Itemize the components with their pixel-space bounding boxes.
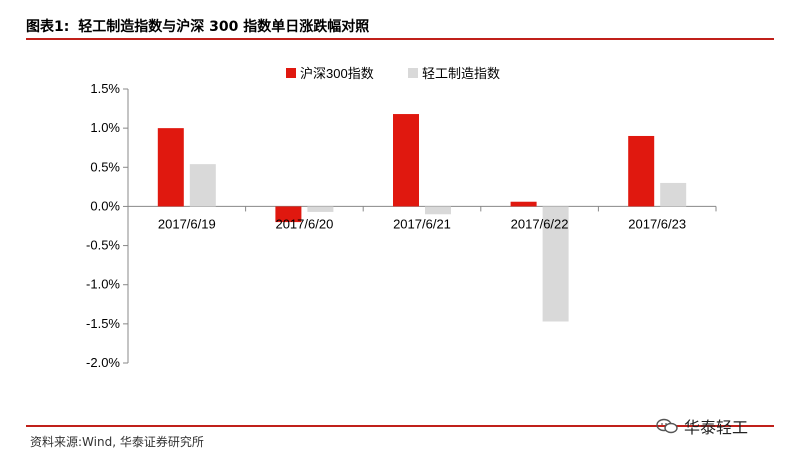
source-note: 资料来源:Wind, 华泰证券研究所 <box>30 435 204 449</box>
figure-title: 图表1: 轻工制造指数与沪深 300 指数单日涨跌幅对照 <box>26 16 369 36</box>
legend-label: 轻工制造指数 <box>422 66 500 81</box>
bar-hs300 <box>628 135 655 207</box>
bar-hs300 <box>510 201 537 207</box>
figure-label: 图表1: <box>26 19 70 35</box>
bar-light-industry <box>542 206 569 322</box>
y-tick-label: -1.5% <box>86 316 120 331</box>
x-category-label: 2017/6/22 <box>511 216 569 231</box>
bar-light-industry <box>307 206 334 212</box>
y-tick-label: 1.5% <box>90 81 120 96</box>
legend-swatch <box>286 68 296 78</box>
bottom-rule <box>26 425 774 427</box>
legend-label: 沪深300指数 <box>300 66 374 81</box>
y-tick-label: -2.0% <box>86 355 120 370</box>
bar-light-industry <box>660 182 687 207</box>
bar-hs300 <box>393 114 419 207</box>
x-category-label: 2017/6/23 <box>628 216 686 231</box>
figure-title-text: 轻工制造指数与沪深 300 指数单日涨跌幅对照 <box>78 19 370 35</box>
legend-swatch <box>408 68 418 78</box>
y-tick-label: 0.5% <box>90 159 120 174</box>
x-category-label: 2017/6/21 <box>393 216 451 231</box>
wechat-icon <box>656 418 678 434</box>
bar-light-industry <box>425 206 451 215</box>
bar-light-industry <box>189 164 216 207</box>
y-tick-label: -0.5% <box>86 238 120 253</box>
x-category-label: 2017/6/19 <box>158 216 216 231</box>
bar-hs300 <box>275 206 302 223</box>
y-tick-label: 0.0% <box>90 198 120 213</box>
top-rule <box>26 38 774 40</box>
y-tick-label: -1.0% <box>86 277 120 292</box>
brand-mark: 华泰轻工 <box>656 414 748 438</box>
x-category-label: 2017/6/20 <box>275 216 333 231</box>
brand-name: 华泰轻工 <box>684 418 749 437</box>
y-tick-label: 1.0% <box>90 120 120 135</box>
bar-hs300 <box>157 128 184 207</box>
